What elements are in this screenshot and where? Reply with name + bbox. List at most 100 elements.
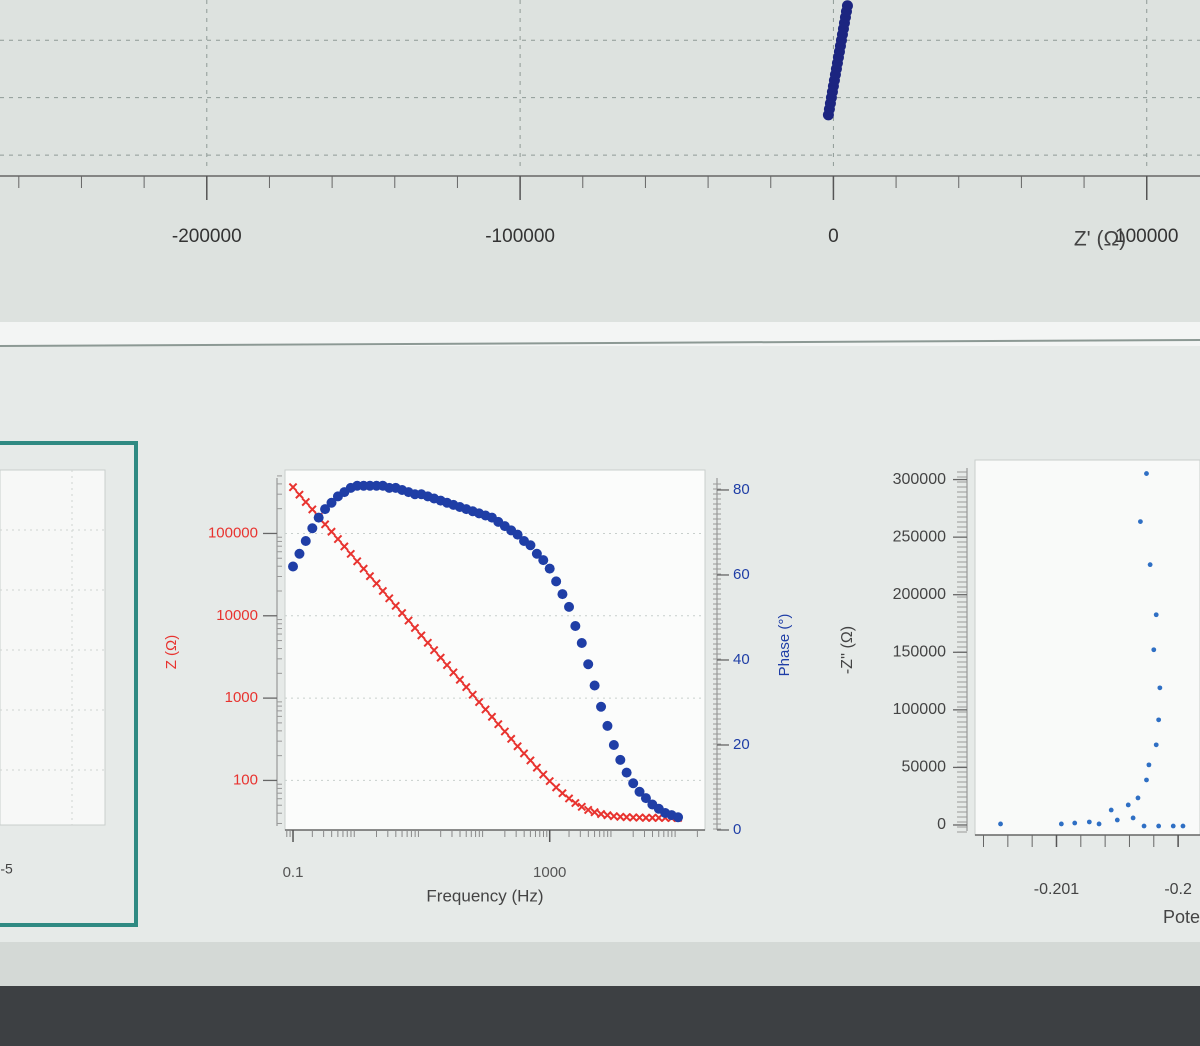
- data-point: [340, 542, 349, 551]
- data-point: [1141, 823, 1147, 829]
- data-point: [1153, 612, 1159, 618]
- x-tick-label: -5: [0, 861, 13, 877]
- data-point: [1156, 823, 1162, 829]
- y2-tick-label: 20: [733, 736, 750, 753]
- data-point: [397, 608, 407, 618]
- data-point: [519, 749, 529, 758]
- data-point: [442, 660, 452, 670]
- data-point: [308, 505, 317, 514]
- data-point: [288, 561, 299, 572]
- data-point: [1144, 471, 1149, 476]
- y-tick-label: 100000: [893, 701, 946, 718]
- data-point: [628, 813, 638, 822]
- data-point: [500, 727, 510, 736]
- data-point: [1130, 815, 1136, 821]
- x-tick-label: 100000: [1115, 226, 1178, 247]
- y-tick-label: 10000: [216, 607, 258, 624]
- top-panel: [0, 0, 1200, 322]
- x-tick-label: 0.1: [283, 864, 304, 881]
- data-point: [1144, 777, 1149, 783]
- y-tick-label: 150000: [893, 643, 946, 660]
- data-point: [436, 653, 445, 662]
- data-point: [461, 682, 471, 692]
- selected-chart-frame: [0, 441, 138, 927]
- data-point: [596, 809, 606, 819]
- data-point: [621, 767, 632, 778]
- data-point: [570, 620, 581, 631]
- x-axis-title: Frequency (Hz): [426, 886, 543, 905]
- data-point: [493, 719, 503, 729]
- data-point: [1086, 819, 1092, 825]
- data-point: [1125, 802, 1131, 808]
- data-point: [557, 589, 568, 600]
- data-point: [576, 637, 587, 648]
- x-tick-label: -100000: [485, 226, 555, 247]
- data-point: [512, 529, 523, 540]
- data-point: [1170, 823, 1176, 829]
- data-point: [551, 783, 561, 792]
- data-point: [417, 631, 426, 640]
- y-tick-label: 1000: [225, 689, 258, 706]
- data-point: [295, 490, 304, 499]
- data-point: [583, 805, 593, 815]
- x-tick-label: 0: [828, 226, 839, 247]
- data-point: [384, 594, 394, 603]
- data-point: [544, 563, 555, 574]
- data-point: [346, 549, 356, 559]
- data-point: [326, 497, 337, 508]
- data-point: [640, 793, 651, 804]
- data-point: [525, 540, 536, 551]
- data-point: [583, 659, 594, 670]
- data-point: [545, 776, 555, 786]
- data-point: [602, 720, 613, 731]
- data-point: [1147, 562, 1153, 568]
- data-point: [320, 520, 330, 529]
- x-tick-label: 1000: [533, 864, 566, 881]
- data-point: [608, 739, 619, 750]
- y2-tick-label: 80: [733, 481, 750, 498]
- data-point: [590, 807, 599, 817]
- data-point: [365, 571, 375, 581]
- plot-area: [0, 469, 106, 826]
- data-point: [1135, 795, 1141, 801]
- data-point: [327, 527, 336, 537]
- data-point: [673, 812, 684, 823]
- data-point: [487, 712, 497, 722]
- data-point: [320, 504, 331, 515]
- data-point: [532, 763, 542, 772]
- data-point: [513, 741, 522, 751]
- data-point: [1151, 647, 1157, 653]
- data-point: [1058, 821, 1064, 827]
- data-point: [449, 668, 458, 677]
- data-point: [1072, 820, 1078, 826]
- data-point: [288, 482, 298, 492]
- data-point: [410, 623, 420, 633]
- plot-area: [974, 459, 1200, 836]
- data-point: [391, 601, 400, 611]
- data-point: [538, 555, 549, 566]
- data-point: [571, 798, 580, 808]
- data-point: [615, 754, 626, 765]
- data-point: [526, 756, 535, 765]
- data-point: [352, 556, 362, 566]
- data-point: [538, 770, 548, 779]
- data-point: [468, 690, 478, 700]
- panel-border: [0, 339, 1200, 347]
- data-point: [359, 564, 368, 574]
- data-point: [294, 548, 305, 559]
- data-point: [378, 586, 388, 596]
- data-point: [481, 705, 490, 714]
- data-point: [998, 821, 1003, 827]
- y2-tick-label: 40: [733, 651, 750, 668]
- x-tick-label: -200000: [172, 226, 242, 247]
- data-point: [577, 802, 587, 812]
- data-point: [455, 675, 465, 685]
- y-tick-label: 100000: [208, 524, 258, 541]
- y-tick-label: 0: [937, 816, 946, 833]
- data-point: [564, 794, 574, 803]
- data-point: [1108, 807, 1114, 813]
- y-tick-label: 200000: [893, 586, 946, 603]
- data-point: [1138, 519, 1143, 524]
